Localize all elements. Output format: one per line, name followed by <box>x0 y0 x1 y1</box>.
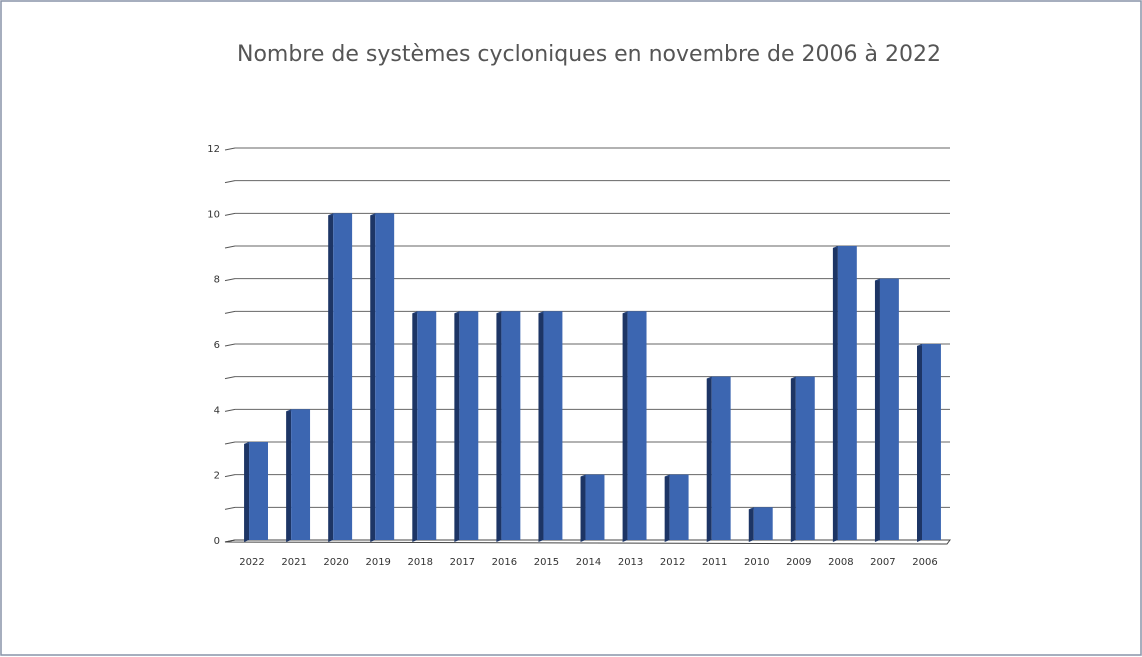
bar <box>664 474 689 542</box>
bar <box>454 311 479 542</box>
x-tick-label: 2012 <box>660 557 685 568</box>
bar-side <box>706 376 712 542</box>
x-tick-label: 2006 <box>912 557 937 568</box>
bar-front <box>711 376 731 540</box>
bar-front <box>417 311 437 540</box>
bar-side <box>580 474 586 542</box>
y-tick-label: 0 <box>214 536 220 547</box>
bar <box>370 213 395 543</box>
bar-side <box>832 246 838 542</box>
bar-front <box>922 344 941 540</box>
bar <box>874 278 899 542</box>
bar-side <box>454 311 460 542</box>
y-tick-mark <box>224 376 236 380</box>
y-tick-mark <box>224 278 236 282</box>
y-tick-label: 4 <box>214 405 220 416</box>
x-tick-label: 2019 <box>365 557 390 568</box>
bar-side <box>286 409 292 542</box>
x-tick-label: 2020 <box>323 557 348 568</box>
y-tick-mark <box>224 408 236 412</box>
bar-side <box>790 376 796 542</box>
x-tick-label: 2011 <box>702 557 727 568</box>
bar-front <box>459 311 479 540</box>
y-tick-mark <box>224 506 236 510</box>
y-tick-mark <box>224 180 236 184</box>
bar <box>790 376 815 542</box>
y-tick-mark <box>224 245 236 249</box>
bar-side <box>328 213 334 543</box>
x-tick-label: 2010 <box>744 557 769 568</box>
bar-front <box>753 507 773 540</box>
y-tick-label: 12 <box>207 144 220 155</box>
y-tick-label: 6 <box>214 340 220 351</box>
y-tick-mark <box>224 310 236 314</box>
bar-front <box>501 311 521 540</box>
bar-front <box>291 409 311 540</box>
x-tick-label: 2017 <box>450 557 475 568</box>
bar <box>748 507 773 542</box>
bar <box>538 311 563 542</box>
bar-side <box>244 442 250 542</box>
x-tick-label: 2013 <box>618 557 643 568</box>
bar-front <box>249 442 268 540</box>
bar-side <box>370 213 376 543</box>
bar <box>496 311 521 542</box>
bar <box>286 409 311 542</box>
bar-side <box>917 344 923 542</box>
bar <box>412 311 437 542</box>
bar-side <box>874 278 880 542</box>
bar-front <box>585 474 605 540</box>
x-tick-label: 2022 <box>239 557 264 568</box>
bar-front <box>333 213 353 541</box>
bar-side <box>496 311 502 542</box>
x-tick-label: 2018 <box>408 557 433 568</box>
y-tick-mark <box>224 147 236 151</box>
bar-side <box>748 507 754 542</box>
x-tick-label: 2016 <box>492 557 517 568</box>
bar-front <box>879 278 899 540</box>
bar-side <box>664 474 670 542</box>
y-tick-mark <box>224 212 236 216</box>
bar-side <box>412 311 418 542</box>
bar <box>832 246 857 542</box>
y-tick-mark <box>224 474 236 478</box>
x-tick-label: 2007 <box>870 557 895 568</box>
bar-front <box>543 311 563 540</box>
x-tick-label: 2015 <box>534 557 559 568</box>
bar <box>706 376 731 542</box>
bar-front <box>795 376 815 540</box>
x-tick-label: 2021 <box>281 557 306 568</box>
bar <box>244 442 268 542</box>
x-tick-label: 2014 <box>576 557 601 568</box>
bar-front <box>375 213 395 541</box>
y-tick-mark <box>224 441 236 445</box>
bar-front <box>669 474 689 540</box>
y-tick-mark <box>224 343 236 347</box>
floor <box>224 539 951 545</box>
bar <box>622 311 647 542</box>
chart-title: Nombre de systèmes cycloniques en novemb… <box>237 42 941 67</box>
y-tick-label: 8 <box>214 275 220 286</box>
bar <box>580 474 605 542</box>
bar <box>328 213 353 543</box>
y-tick-label: 2 <box>214 471 220 482</box>
x-tick-label: 2009 <box>786 557 811 568</box>
bar <box>917 344 941 542</box>
bar-side <box>538 311 544 542</box>
y-tick-label: 10 <box>207 209 220 220</box>
bar-front <box>837 246 857 540</box>
x-tick-label: 2008 <box>828 557 853 568</box>
bar-side <box>622 311 628 542</box>
bar-front <box>627 311 647 540</box>
